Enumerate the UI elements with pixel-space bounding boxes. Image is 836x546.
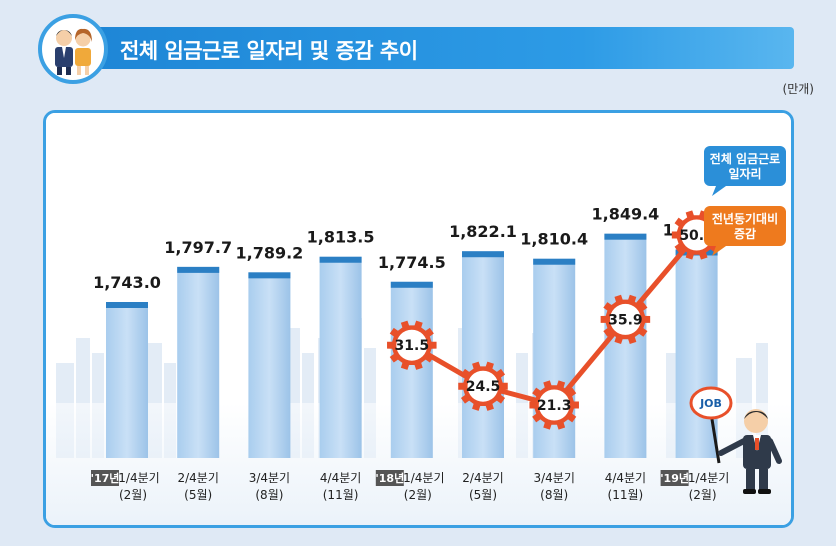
bar-value-label: 1,822.1 xyxy=(449,222,517,241)
chart-panel: 1,743.0 1,797.7 1,789.2 1,813.5 1,774.5 1,822… xyxy=(43,110,794,528)
bars-group: 1,743.01,797.7 1,789.21,813.51,774.51,822… xyxy=(93,205,731,458)
year-badge xyxy=(660,470,689,486)
month-label: (2월) xyxy=(404,488,432,502)
quarter-label: 1/4분기 xyxy=(688,471,729,485)
bar-cap xyxy=(177,266,220,273)
quarter-label: 1/4분기 xyxy=(403,471,444,485)
quarter-label: 3/4분기 xyxy=(249,471,290,485)
bar-value-label: 1,797.7 xyxy=(164,238,232,257)
bar-value-label: 1,813.5 xyxy=(307,228,375,247)
sign-stick xyxy=(709,412,721,464)
gear-center xyxy=(538,389,570,421)
year-badge xyxy=(375,470,404,486)
month-label: (8월) xyxy=(255,488,283,502)
bar-value-label: 1,810.4 xyxy=(520,230,588,249)
unit-label: (만개) xyxy=(782,82,814,96)
quarter-label: 4/4분기 xyxy=(605,471,646,485)
change-value-label: 35.9 xyxy=(608,312,643,328)
gear-center xyxy=(396,329,428,361)
legend-pointer xyxy=(712,186,726,196)
change-value-label: 31.5 xyxy=(395,338,430,354)
quarter-label: 4/4분기 xyxy=(320,471,361,485)
legend-text: 증감 xyxy=(734,226,756,241)
page-title: 전체 임금근로 일자리 및 증감 추이 xyxy=(120,39,418,63)
quarter-label: 2/4분기 xyxy=(462,471,503,485)
legend-text: 일자리 xyxy=(728,166,761,181)
header-people-icon xyxy=(38,14,108,84)
legend-text: 전체 임금근로 xyxy=(710,151,780,166)
year-badge xyxy=(91,470,119,486)
month-label: (2월) xyxy=(119,488,147,502)
change-value-label: 21.3 xyxy=(537,398,572,414)
job-sign-text: JOB xyxy=(699,397,722,410)
month-label: (2월) xyxy=(689,488,717,502)
bar-cap xyxy=(604,233,647,240)
bar-value-label: 1,774.5 xyxy=(378,253,446,272)
background-city-decor xyxy=(46,113,791,525)
header-bar xyxy=(88,27,794,69)
x-axis-ticks: '17년1/4분기(2월)2/4분기(5월)3/4분기(8월)4/4분기(11월… xyxy=(91,470,729,502)
bar-value-label: 1,743.0 xyxy=(93,273,161,292)
gear-center xyxy=(467,370,499,402)
month-label: (8월) xyxy=(540,488,568,502)
bar-cap xyxy=(462,251,504,258)
bar-cap xyxy=(106,302,148,308)
bar xyxy=(248,272,291,458)
bar xyxy=(319,256,362,458)
gear-center xyxy=(609,303,641,335)
job-mascot-icon: JOB xyxy=(689,386,782,494)
job-sign xyxy=(689,386,733,420)
legend-text: 전년동기대비 xyxy=(712,211,778,226)
year-label: '18년 xyxy=(375,471,404,485)
year-label: '17년 xyxy=(91,471,120,485)
quarter-label: 3/4분기 xyxy=(533,471,574,485)
bar xyxy=(604,233,647,458)
chart-svg: 1,743.01,797.7 1,789.21,813.51,774.51,822… xyxy=(46,113,791,525)
year-label: '19년 xyxy=(660,471,689,485)
bar xyxy=(177,266,220,458)
month-label: (11월) xyxy=(323,488,359,502)
month-label: (5월) xyxy=(469,488,497,502)
quarter-label: 1/4분기 xyxy=(118,471,159,485)
bar-value-label: 1,789.2 xyxy=(235,243,303,262)
bar xyxy=(533,258,576,458)
legend-box xyxy=(704,146,786,186)
bar-cap xyxy=(248,272,291,279)
bar-cap xyxy=(533,258,576,265)
month-label: (11월) xyxy=(608,488,644,502)
legend-box xyxy=(704,206,786,246)
bar xyxy=(462,251,504,458)
month-label: (5월) xyxy=(184,488,212,502)
legend-pointer xyxy=(712,246,726,256)
bar xyxy=(390,281,433,458)
bar xyxy=(106,302,148,458)
bar-cap xyxy=(390,281,433,288)
change-line-group: 31.524.521.335.950.3 xyxy=(387,210,722,430)
bar-cap xyxy=(319,256,362,263)
bar-value-label: 1,849.4 xyxy=(591,205,659,224)
change-value-label: 24.5 xyxy=(466,379,501,395)
bar xyxy=(675,249,718,458)
quarter-label: 2/4분기 xyxy=(177,471,218,485)
